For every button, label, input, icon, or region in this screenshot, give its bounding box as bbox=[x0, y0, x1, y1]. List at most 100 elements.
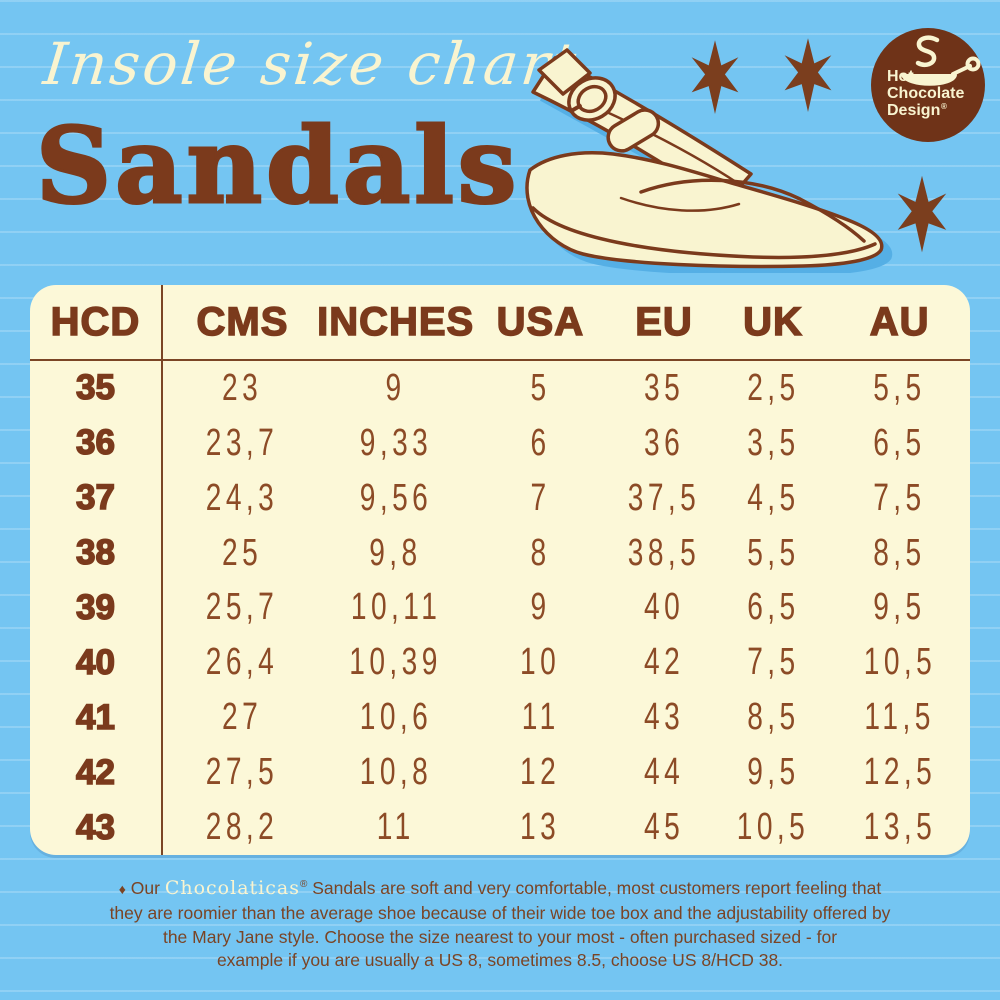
cell-value: 9,33 bbox=[359, 421, 432, 464]
column-header-label: AU bbox=[869, 299, 930, 345]
six-point-star-icon bbox=[691, 40, 739, 115]
six-point-star-icon bbox=[784, 38, 832, 113]
cell-value: 7 bbox=[530, 476, 551, 519]
column-header-label: USA bbox=[496, 299, 585, 345]
cell-value: 6,5 bbox=[746, 586, 800, 629]
size-value-cell: 23 bbox=[163, 361, 322, 416]
cell-value: 9,5 bbox=[873, 586, 926, 629]
cell-value: 9 bbox=[530, 586, 551, 629]
hcd-size-cell: 40 bbox=[30, 635, 163, 691]
size-value-cell: 13,5 bbox=[829, 800, 970, 855]
cell-value: 24,3 bbox=[206, 476, 279, 519]
size-value-cell: 12 bbox=[469, 745, 611, 800]
size-value-cell: 6,5 bbox=[829, 416, 970, 471]
size-value-cell: 25 bbox=[163, 526, 322, 581]
size-value-cell: 3,5 bbox=[717, 416, 830, 471]
cell-value: 39 bbox=[75, 587, 116, 628]
size-value-cell: 5,5 bbox=[829, 361, 970, 416]
hcd-size-cell: 37 bbox=[30, 470, 163, 526]
column-header-eu: EU bbox=[611, 285, 717, 361]
size-value-cell: 8,5 bbox=[829, 526, 970, 581]
column-header-cms: CMS bbox=[163, 285, 322, 361]
cell-value: 9 bbox=[385, 366, 406, 409]
cell-value: 38 bbox=[75, 532, 116, 573]
insole-size-chart-title: Insole size chart bbox=[40, 30, 582, 98]
size-value-cell: 6,5 bbox=[717, 581, 830, 636]
column-header-label: CMS bbox=[196, 299, 289, 345]
cell-value: 36 bbox=[75, 423, 116, 464]
size-value-cell: 10,11 bbox=[322, 581, 470, 636]
column-header-label: EU bbox=[634, 299, 693, 345]
size-value-cell: 9,5 bbox=[717, 745, 830, 800]
cell-value: 10,5 bbox=[736, 806, 810, 849]
size-value-cell: 45 bbox=[611, 800, 716, 855]
size-value-cell: 4,5 bbox=[717, 471, 830, 526]
cell-value: 6 bbox=[530, 421, 551, 464]
six-point-star-icon bbox=[897, 175, 947, 253]
size-value-cell: 11 bbox=[322, 800, 470, 855]
size-value-cell: 10,5 bbox=[829, 635, 970, 690]
size-value-cell: 10,8 bbox=[322, 745, 470, 800]
cell-value: 37 bbox=[75, 477, 116, 518]
cell-value: 41 bbox=[75, 697, 116, 738]
hot-chocolate-cup-icon bbox=[915, 35, 981, 76]
size-value-cell: 42 bbox=[611, 635, 716, 690]
size-value-cell: 28,2 bbox=[163, 800, 322, 855]
hcd-size-cell: 42 bbox=[30, 745, 163, 801]
size-value-cell: 11,5 bbox=[829, 690, 970, 745]
cell-value: 25 bbox=[222, 531, 263, 574]
size-value-cell: 5 bbox=[469, 361, 611, 416]
size-value-cell: 10 bbox=[469, 635, 611, 690]
cell-value: 13 bbox=[520, 806, 561, 849]
column-header-usa: USA bbox=[469, 285, 612, 361]
column-header-label: HCD bbox=[50, 299, 141, 345]
cell-value: 25,7 bbox=[206, 586, 279, 629]
svg-text:Hot: Hot bbox=[887, 68, 914, 85]
svg-text:Design: Design bbox=[887, 102, 940, 119]
cell-value: 11 bbox=[376, 806, 415, 849]
hot-chocolate-design-logo: Hot Chocolate Design ® bbox=[871, 28, 985, 142]
cell-value: 4,5 bbox=[746, 476, 800, 519]
cell-value: 2,5 bbox=[746, 366, 800, 409]
size-table: HCD CMS INCHES USA EU UK AU 35 23 9 5 35 2,5 5,5 36 23,… bbox=[30, 285, 970, 855]
size-value-cell: 9,5 bbox=[829, 581, 970, 636]
size-value-cell: 23,7 bbox=[163, 416, 322, 471]
size-value-cell: 10,39 bbox=[322, 635, 470, 690]
cell-value: 42 bbox=[75, 752, 116, 793]
diamond-bullet: ♦ bbox=[118, 881, 126, 897]
cell-value: 7,5 bbox=[746, 641, 800, 684]
cell-value: 10,6 bbox=[359, 696, 432, 739]
brand-word: Chocolaticas bbox=[164, 877, 300, 899]
hcd-size-cell: 35 bbox=[30, 361, 163, 416]
cell-value: 3,5 bbox=[746, 421, 800, 464]
cell-value: 23 bbox=[222, 366, 263, 409]
size-value-cell: 5,5 bbox=[717, 526, 830, 581]
cell-value: 42 bbox=[643, 641, 685, 684]
sandals-title: Sandals bbox=[34, 103, 521, 229]
svg-text:®: ® bbox=[941, 102, 947, 111]
size-value-cell: 13 bbox=[469, 800, 611, 855]
cell-value: 11,5 bbox=[864, 696, 935, 739]
cell-value: 5 bbox=[530, 366, 551, 409]
cell-value: 9,56 bbox=[359, 476, 432, 519]
size-value-cell: 37,5 bbox=[611, 471, 716, 526]
cell-value: 9,5 bbox=[746, 751, 800, 794]
size-value-cell: 25,7 bbox=[163, 581, 322, 636]
size-value-cell: 10,6 bbox=[322, 690, 470, 745]
cell-value: 27 bbox=[222, 696, 263, 739]
cell-value: 43 bbox=[75, 807, 116, 848]
hcd-size-cell: 38 bbox=[30, 525, 163, 581]
footer-line-3: the Mary Jane style. Choose the size nea… bbox=[162, 926, 838, 947]
hcd-size-cell: 36 bbox=[30, 415, 163, 471]
cell-value: 37,5 bbox=[627, 476, 701, 519]
cell-value: 10,11 bbox=[350, 586, 441, 629]
cell-value: 40 bbox=[643, 586, 685, 629]
size-value-cell: 10,5 bbox=[717, 800, 830, 855]
cell-value: 12,5 bbox=[863, 751, 936, 794]
size-value-cell: 24,3 bbox=[163, 471, 322, 526]
size-value-cell: 36 bbox=[611, 416, 716, 471]
size-value-cell: 44 bbox=[611, 745, 716, 800]
cell-value: 10,39 bbox=[349, 641, 442, 684]
cell-value: 12 bbox=[520, 751, 561, 794]
size-value-cell: 2,5 bbox=[717, 361, 830, 416]
